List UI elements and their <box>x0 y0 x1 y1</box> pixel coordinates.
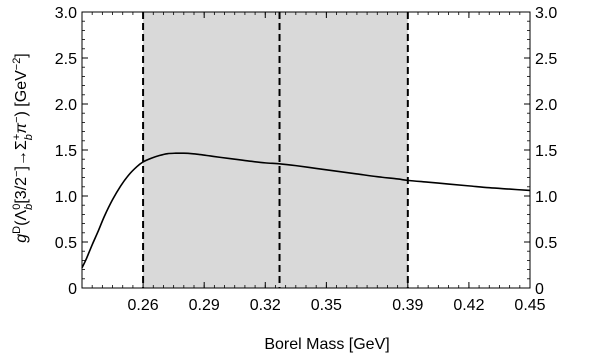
y-tick-label-left-3: 1.5 <box>55 143 77 160</box>
y-axis-title-g: g <box>13 234 30 243</box>
y-tick-label-right-2: 1.0 <box>535 189 557 206</box>
y-tick-label-left-0: 0 <box>68 281 77 298</box>
shaded-region <box>143 12 408 288</box>
y-axis-title-sup-minus: − <box>11 171 23 177</box>
y-axis-title-sub-b2: b <box>23 134 35 140</box>
y-tick-label-left-6: 3.0 <box>55 5 77 22</box>
y-axis-title-close: ] <box>13 53 30 57</box>
y-axis-title-pi: π <box>13 123 30 134</box>
x-tick-label-2: 0.32 <box>250 297 281 314</box>
y-tick-label-right-4: 2.0 <box>535 97 557 114</box>
y-tick-label-right-6: 3.0 <box>535 5 557 22</box>
series-line-0 <box>81 152 531 269</box>
y-tick-label-left-2: 1.0 <box>55 189 77 206</box>
y-axis-title-bracket: [3/2 <box>13 177 30 204</box>
y-axis-title-unit: ) [GeV <box>13 70 30 117</box>
y-axis-title-sub-b1: b <box>23 204 35 210</box>
y-axis-title-lambda: Λ <box>13 210 30 221</box>
x-tick-label-6: 0.45 <box>514 297 545 314</box>
y-tick-label-right-5: 2.5 <box>535 51 557 68</box>
x-tick-label-5: 0.42 <box>453 297 484 314</box>
y-axis-title: gD(Λb0[3/2−]→Σb+π−) [GeV−2] <box>11 53 35 243</box>
y-tick-label-left-1: 0.5 <box>55 235 77 252</box>
x-tick-label-4: 0.39 <box>392 297 423 314</box>
x-axis-title: Borel Mass [GeV] <box>264 336 389 353</box>
curve-layer <box>81 152 531 269</box>
y-axis-title-open: ( <box>13 220 30 226</box>
x-tick-label-3: 0.35 <box>311 297 342 314</box>
y-axis-title-sup-unit: −2 <box>11 58 23 71</box>
y-tick-label-right-0: 0 <box>535 281 544 298</box>
shaded-region-layer <box>143 12 408 288</box>
y-axis-title-sup-d: D <box>11 226 23 234</box>
ticks-layer <box>82 11 531 289</box>
y-tick-label-right-3: 1.5 <box>535 143 557 160</box>
y-axis-title-sup-plus: + <box>11 134 23 140</box>
y-axis-title-sup-pi: − <box>11 116 23 122</box>
y-tick-label-right-1: 0.5 <box>535 235 557 252</box>
y-tick-label-left-5: 2.5 <box>55 51 77 68</box>
dashed-lines-layer <box>142 12 409 288</box>
tick-labels-layer: 0.26 0.29 0.32 0.35 0.39 0.42 0.4500.51.01.52.… <box>55 5 558 314</box>
x-tick-label-1: 0.29 <box>189 297 220 314</box>
y-axis-title-sup-0: 0 <box>11 204 23 210</box>
y-axis-title-arrow: ]→Σ <box>13 140 30 170</box>
x-tick-label-0: 0.26 <box>128 297 159 314</box>
y-tick-label-left-4: 2.0 <box>55 97 77 114</box>
